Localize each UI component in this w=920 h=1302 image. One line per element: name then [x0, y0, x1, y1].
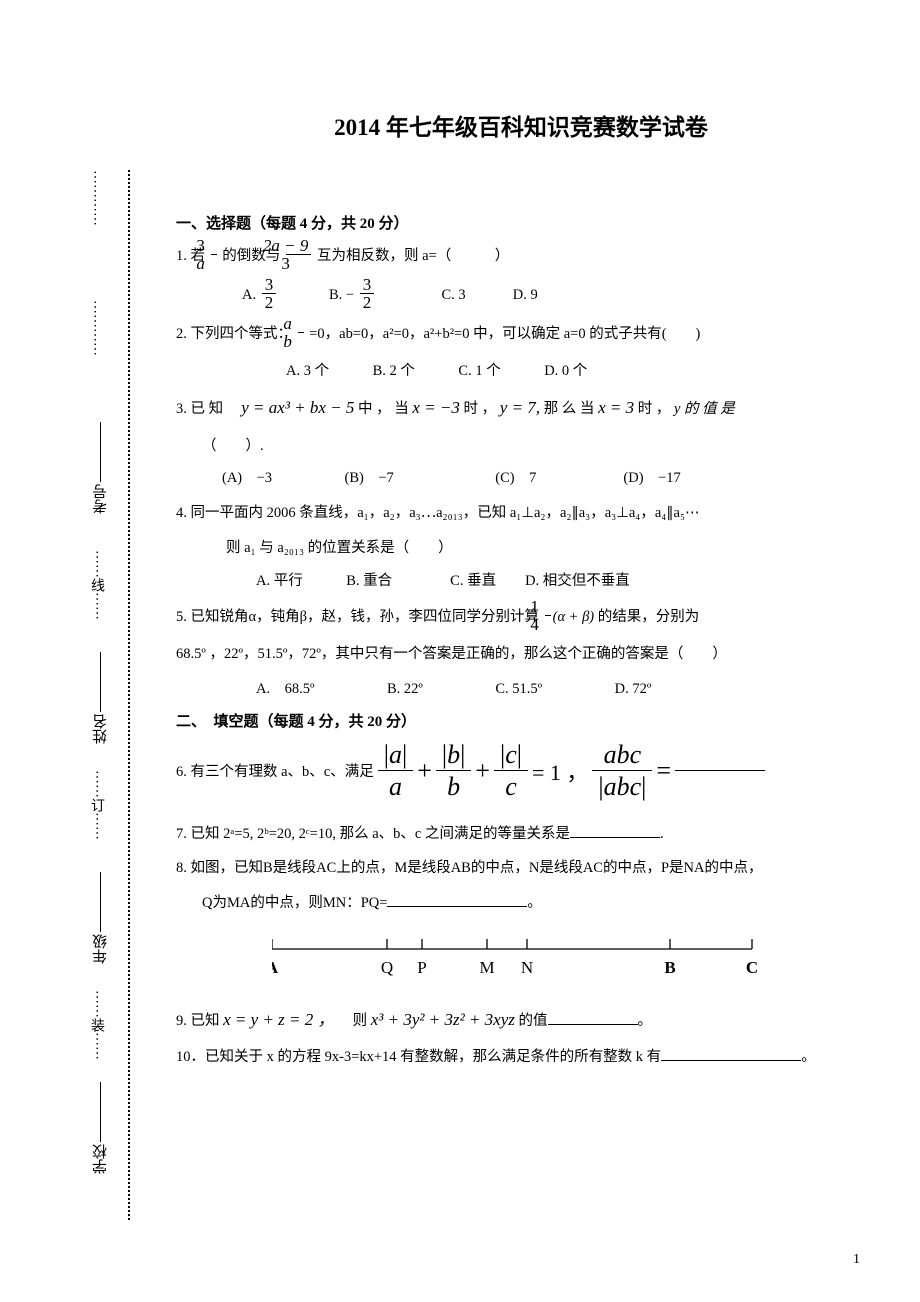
- binding-label-grade: 年级: [90, 870, 111, 964]
- question-8-blank: [387, 892, 527, 908]
- binding-label-examno: 考号: [90, 420, 111, 514]
- binding-dotted-line: [128, 170, 130, 1220]
- question-5-options: A. 68.5º B. 22º C. 51.5º D. 72º: [176, 674, 866, 704]
- svg-text:C: C: [746, 958, 758, 977]
- question-7-blank: [570, 822, 660, 838]
- question-3-paren: （ ）.: [176, 430, 866, 463]
- paper-title: 2014 年七年级百科知识竞赛数学试卷: [176, 108, 866, 142]
- binding-label-school: 学校: [90, 1080, 111, 1174]
- question-3: 3. 已 知 y = ax³ + bx − 5 中 ， 当 x = −3 时 ，…: [176, 390, 866, 426]
- question-4: 4. 同一平面内 2006 条直线，a₁，a₂，a₃⋯a₂₀₁₃，已知 a₁⊥a…: [176, 498, 866, 528]
- binding-marker-top2: ⋯⋯⋯⋯: [86, 170, 102, 226]
- section1-heading: 一、选择题（每题 4 分，共 20 分）: [176, 212, 866, 233]
- binding-marker-xian: ⋯⋯线⋯⋯: [86, 550, 106, 620]
- question-8: 8. 如图，已知B是线段AC上的点，M是线段AB的中点，N是线段AC的中点，P是…: [176, 853, 866, 883]
- page-number: 1: [853, 1252, 860, 1268]
- question-3-options: (A) −3 (B) −7 (C) 7 (D) −17: [176, 463, 866, 493]
- question-4-line2: 则 a₁ 与 a₂₀₁₃ 的位置关系是（ ）: [176, 532, 866, 565]
- question-2-options: A. 3 个 B. 2 个 C. 1 个 D. 0 个: [176, 356, 866, 386]
- svg-text:A: A: [272, 958, 279, 977]
- question-8-line2: Q为MA的中点，则MN：PQ=。: [176, 887, 866, 920]
- binding-marker-top: ⋯⋯⋯⋯: [86, 300, 102, 356]
- question-5: 5. 已知锐角α，钝角β，赵，钱，孙，李四位同学分别计算 14(α + β) 的…: [176, 600, 866, 635]
- svg-text:M: M: [479, 958, 494, 977]
- binding-marker-zhuang: ⋯⋯装⋯⋯: [86, 990, 106, 1060]
- question-5-line2: 68.5º ，22º，51.5º，72º，其中只有一个答案是正确的，那么这个正确…: [176, 639, 866, 669]
- binding-label-name: 姓名: [90, 650, 111, 744]
- question-9: 9. 已知 x = y + z = 2 ， 则 x³ + 3y² + 3z² +…: [176, 1002, 866, 1038]
- question-6: 6. 有三个有理数 a、b、c、满足 aa + bb + cc = 1 ， ab…: [176, 741, 866, 801]
- svg-text:N: N: [521, 958, 533, 977]
- binding-marker-ding: ⋯⋯订⋯⋯: [86, 770, 106, 840]
- question-4-options: A. 平行 B. 重合 C. 垂直 D. 相交但不垂直: [176, 566, 866, 596]
- binding-column: 学校 ⋯⋯装⋯⋯ 年级 ⋯⋯订⋯⋯ 姓名 ⋯⋯线⋯⋯ 考号 ⋯⋯⋯⋯ ⋯⋯⋯⋯: [56, 170, 130, 1220]
- question-2: 2. 下列四个等式： ab =0，ab=0，a²=0，a²+b²=0 中，可以确…: [176, 317, 866, 352]
- exam-paper: 2014 年七年级百科知识竞赛数学试卷 一、选择题（每题 4 分，共 20 分）…: [176, 108, 866, 1076]
- question-1: 1. 若 3a 的倒数与 2a − 93 互为相反数，则 a=（ ）: [176, 239, 866, 274]
- svg-text:Q: Q: [381, 958, 393, 977]
- svg-text:B: B: [664, 958, 675, 977]
- question-6-blank: [675, 770, 765, 771]
- section2-heading: 二、 填空题（每题 4 分，共 20 分）: [176, 710, 866, 731]
- svg-text:P: P: [417, 958, 426, 977]
- question-10: 10．已知关于 x 的方程 9x-3=kx+14 有整数解，那么满足条件的所有整…: [176, 1042, 866, 1072]
- question-10-blank: [661, 1045, 801, 1061]
- number-line-figure: AQPMNBC: [272, 939, 866, 984]
- question-7: 7. 已知 2ᵃ=5, 2ᵇ=20, 2ᶜ=10, 那么 a、b、c 之间满足的…: [176, 819, 866, 849]
- question-9-blank: [548, 1009, 638, 1025]
- question-1-options: A. 32 B. − 32 C. 3 D. 9: [176, 278, 866, 313]
